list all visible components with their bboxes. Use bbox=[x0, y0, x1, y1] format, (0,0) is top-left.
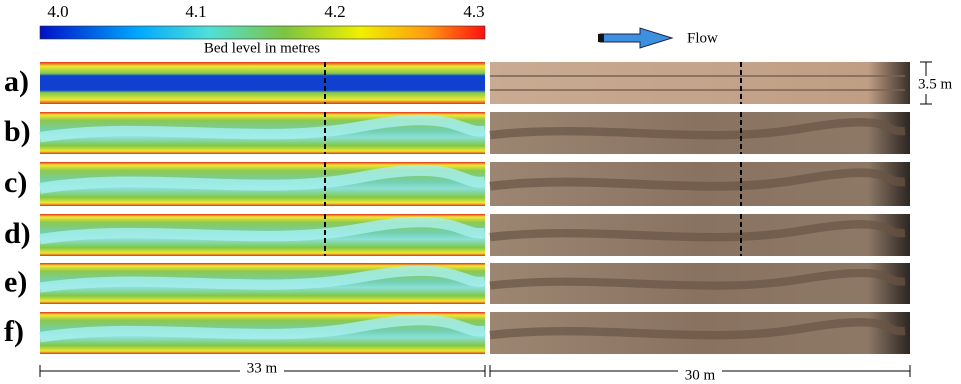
label-bg bbox=[240, 362, 284, 378]
right-length-label: 30 m bbox=[685, 367, 716, 383]
label-bg bbox=[678, 368, 722, 384]
colorbar bbox=[39, 25, 486, 40]
left-length-label: 33 m bbox=[247, 360, 278, 376]
channel bbox=[39, 216, 486, 245]
flow-label: Flow bbox=[687, 30, 718, 46]
flow-arrow-tail bbox=[598, 34, 604, 42]
label-bg bbox=[916, 76, 960, 94]
channel bbox=[39, 314, 486, 343]
panel-label: f) bbox=[4, 315, 24, 348]
panel-label: c) bbox=[4, 166, 27, 199]
photo-channel bbox=[489, 118, 906, 140]
colorbar-tick: 4.1 bbox=[185, 2, 206, 21]
width-label: 3.5 m bbox=[918, 76, 953, 92]
panels: a) b) c) d) e) f) bbox=[4, 62, 910, 354]
photo-channel bbox=[489, 268, 906, 290]
photo-channel bbox=[489, 168, 906, 191]
bed-level-map bbox=[40, 62, 485, 104]
colorbar-tick: 4.3 bbox=[463, 2, 484, 21]
flow-arrow bbox=[599, 27, 674, 49]
photo-channel bbox=[489, 318, 906, 340]
panel-label: a) bbox=[4, 65, 29, 98]
colorbar-label: Bed level in metres bbox=[204, 40, 320, 56]
photo-channel bbox=[489, 220, 906, 242]
panel-label: e) bbox=[4, 265, 27, 298]
colorbar-tick: 4.0 bbox=[47, 2, 68, 21]
panel-label: b) bbox=[4, 115, 31, 148]
length-scales bbox=[39, 365, 911, 377]
channel bbox=[39, 265, 486, 293]
colorbar-tick: 4.2 bbox=[324, 2, 345, 21]
channel bbox=[39, 164, 486, 194]
photo bbox=[490, 62, 910, 104]
panel-label: d) bbox=[4, 217, 31, 250]
channel bbox=[39, 114, 486, 143]
